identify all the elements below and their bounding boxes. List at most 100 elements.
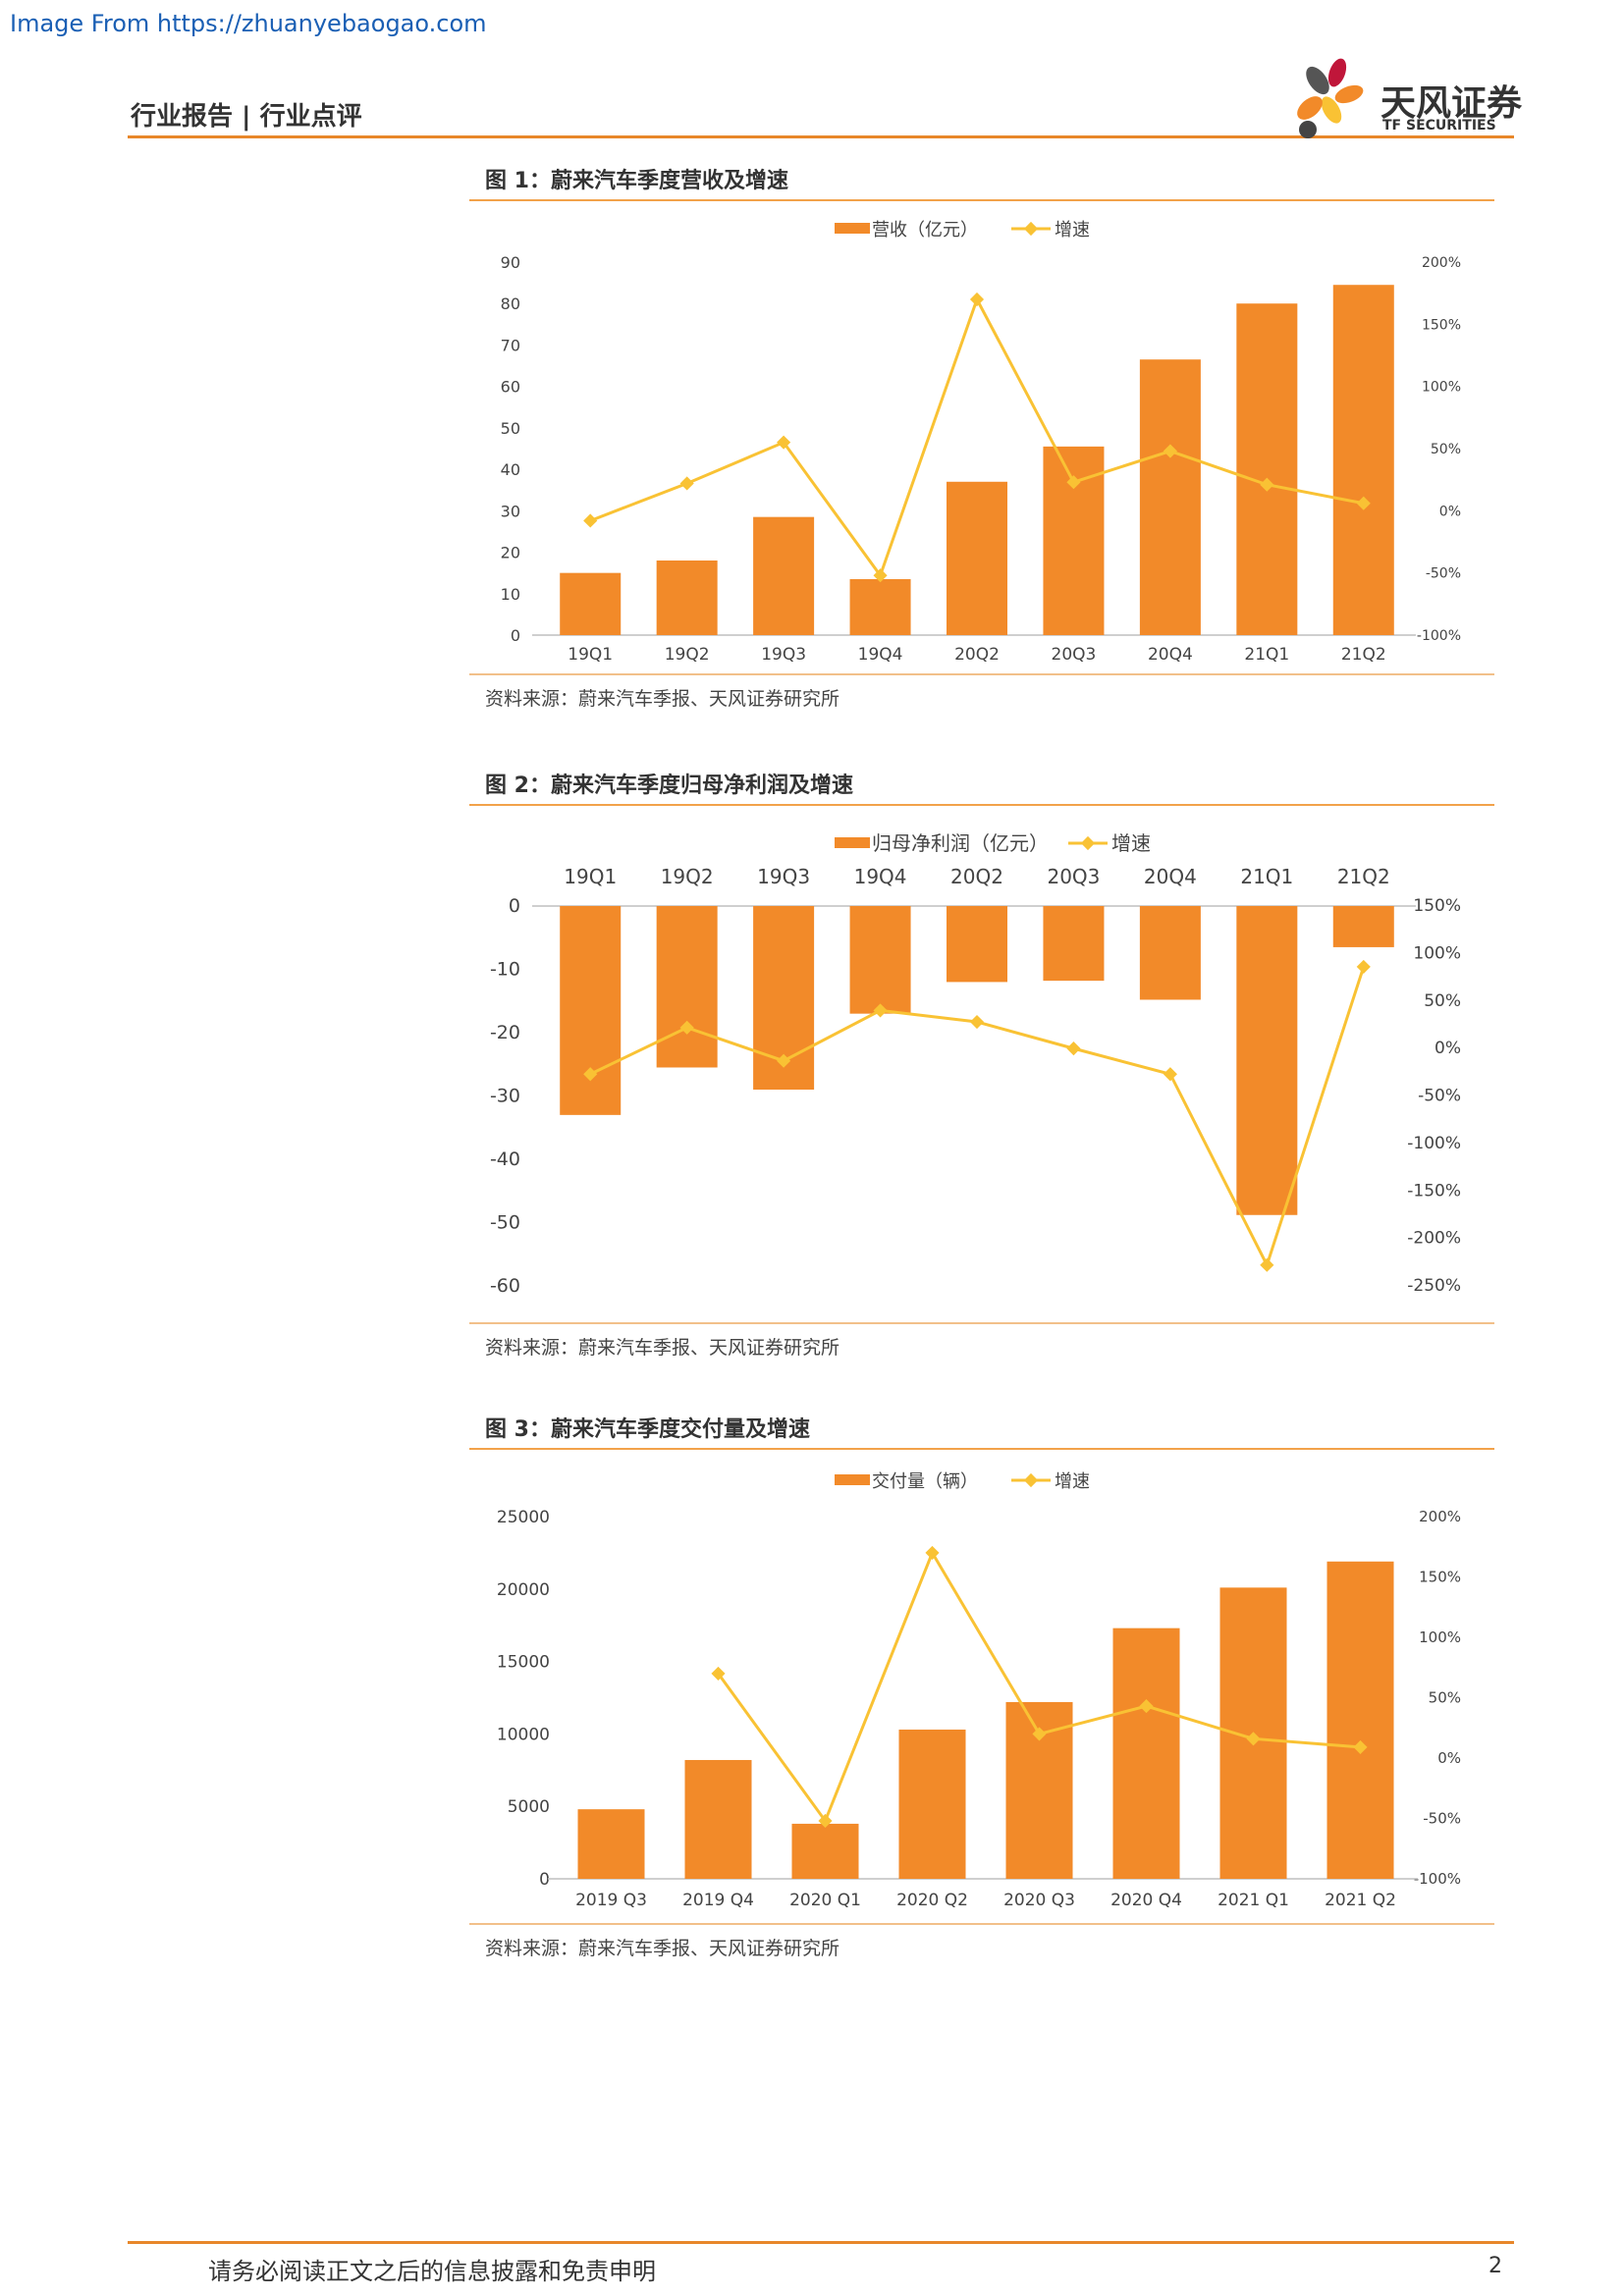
bar: [947, 481, 1007, 635]
x-axis-category-label: 2019 Q3: [575, 1891, 647, 1910]
growth-point: [1356, 959, 1371, 974]
legend-line-marker: [1080, 835, 1096, 851]
y-axis-tick-label: 0: [511, 626, 520, 645]
growth-point: [1139, 1699, 1154, 1714]
x-axis-category-label: 2021 Q1: [1218, 1891, 1289, 1910]
x-axis-category-label: 21Q2: [1337, 865, 1390, 888]
figure-3-top-rule: [469, 1448, 1494, 1450]
y2-axis-tick-label: 200%: [1419, 1508, 1461, 1525]
y-axis-tick-label: -50: [490, 1212, 520, 1234]
y-axis-tick-label: -10: [490, 959, 520, 981]
y2-axis-tick-label: 150%: [1413, 896, 1461, 916]
y2-axis-tick-label: -100%: [1414, 1870, 1461, 1888]
x-axis-category-label: 19Q1: [568, 645, 613, 665]
y2-axis-tick-label: 100%: [1419, 1629, 1461, 1646]
y2-axis-tick-label: 0%: [1435, 1039, 1461, 1058]
figure-1-top-rule: [469, 199, 1494, 201]
figure-3-chart: 交付量（辆） 增速 0 5000 10000 15000 20000 25000 -100% -5…: [497, 1471, 1461, 1910]
bar: [1236, 303, 1298, 635]
bar: [1139, 906, 1201, 1000]
y-axis-tick-label: 0: [539, 1870, 550, 1890]
y2-axis-tick-label: 50%: [1429, 1689, 1461, 1707]
legend-bar-swatch: [835, 837, 870, 848]
growth-point: [969, 292, 985, 307]
y-axis-tick-label: -30: [490, 1086, 520, 1107]
y2-axis-tick-label: -200%: [1407, 1229, 1461, 1249]
growth-point: [1163, 444, 1177, 458]
bar: [791, 1823, 859, 1879]
x-axis-category-label: 20Q3: [1047, 865, 1100, 888]
growth-point: [818, 1813, 833, 1829]
legend-line-marker: [1023, 221, 1039, 237]
y2-axis-tick-label: -100%: [1407, 1134, 1461, 1153]
y-axis-tick-label: 80: [501, 294, 520, 313]
growth-point: [777, 1053, 791, 1068]
x-axis-category-label: 20Q3: [1052, 645, 1097, 665]
figure-1-source: 资料来源：蔚来汽车季报、天风证券研究所: [485, 688, 840, 710]
legend-line-marker: [1023, 1472, 1039, 1488]
y-axis-tick-label: 70: [501, 336, 520, 354]
y2-axis-tick-label: 200%: [1422, 255, 1461, 271]
bar: [1236, 906, 1298, 1215]
y-axis-tick-label: -60: [490, 1275, 520, 1297]
x-axis-category-label: 2020 Q2: [896, 1891, 968, 1910]
figure-1-title: 图 1：蔚来汽车季度营收及增速: [485, 169, 788, 193]
y2-axis-tick-label: 50%: [1424, 991, 1461, 1011]
x-axis-category-label: 2020 Q3: [1003, 1891, 1075, 1910]
figure-2-top-rule: [469, 804, 1494, 806]
figure-3-title: 图 3：蔚来汽车季度交付量及增速: [485, 1417, 810, 1442]
growth-point: [969, 1014, 985, 1030]
y2-axis-tick-label: 50%: [1431, 442, 1461, 457]
legend-bar-label: 归母净利润（亿元）: [872, 831, 1049, 855]
growth-point: [1066, 475, 1081, 490]
y-axis-tick-label: 25000: [497, 1508, 550, 1527]
bar: [1139, 359, 1201, 635]
y2-axis-tick-label: -100%: [1417, 628, 1461, 644]
legend-line-label: 增速: [1055, 220, 1090, 240]
y2-axis-tick-label: -50%: [1426, 566, 1461, 582]
header-divider: [128, 135, 1514, 138]
bar: [1326, 1561, 1394, 1879]
x-axis-category-label: 19Q3: [761, 645, 806, 665]
growth-point: [679, 476, 694, 491]
growth-point: [1260, 1257, 1274, 1272]
y2-axis-tick-label: 100%: [1413, 943, 1461, 963]
footer-disclaimer: 请务必阅读正文之后的信息披露和免责申明: [208, 2258, 656, 2285]
y2-axis-tick-label: -50%: [1418, 1087, 1461, 1106]
figure-1-bottom-rule: [469, 673, 1494, 675]
x-axis-category-label: 2019 Q4: [682, 1891, 754, 1910]
growth-point: [1066, 1041, 1081, 1056]
bar: [1112, 1628, 1180, 1879]
logo-english-name: TF SECURITIES: [1382, 118, 1496, 133]
y2-axis-tick-label: 0%: [1439, 504, 1461, 519]
bar: [1332, 906, 1394, 947]
legend-bar-swatch: [835, 1474, 870, 1485]
y2-axis-tick-label: 150%: [1422, 317, 1461, 333]
x-axis-category-label: 19Q3: [757, 865, 810, 888]
bar: [684, 1759, 752, 1879]
bar: [753, 516, 815, 635]
y-axis-tick-label: 15000: [497, 1653, 550, 1673]
x-axis-category-label: 19Q2: [661, 865, 714, 888]
y2-axis-tick-label: -150%: [1407, 1181, 1461, 1201]
footer-divider: [128, 2241, 1514, 2244]
y-axis-tick-label: 50: [501, 419, 520, 438]
legend-line-label: 增速: [1111, 831, 1151, 855]
y-axis-tick-label: 20000: [497, 1580, 550, 1600]
bar: [656, 906, 718, 1068]
y2-axis-tick-label: 100%: [1422, 380, 1461, 396]
growth-point: [1032, 1727, 1047, 1741]
bar: [849, 906, 911, 1014]
x-axis-category-label: 19Q1: [564, 865, 617, 888]
bar: [560, 906, 622, 1115]
report-header: 行业报告 | 行业点评: [131, 102, 362, 132]
figure-1-chart: 营收（亿元） 增速 0 10 20 30 40 50 60 70 80 90 -100% -50% 0% 50…: [501, 220, 1461, 665]
x-axis-category-label: 19Q2: [665, 645, 710, 665]
x-axis-category-label: 2020 Q1: [789, 1891, 861, 1910]
growth-point: [873, 568, 888, 583]
y-axis-tick-label: 30: [501, 502, 520, 520]
y-axis-tick-label: -40: [490, 1148, 520, 1170]
x-axis-category-label: 21Q1: [1244, 645, 1289, 665]
watermark-text: Image From https://zhuanyebaogao.com: [10, 10, 487, 37]
x-axis-category-label: 20Q4: [1148, 645, 1193, 665]
